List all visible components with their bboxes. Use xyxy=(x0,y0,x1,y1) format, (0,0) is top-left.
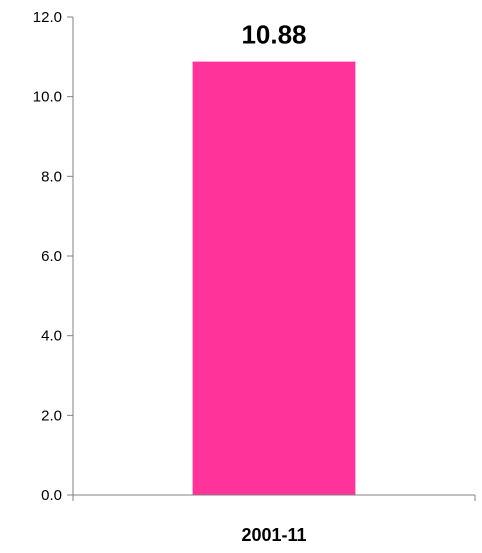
y-tick-label: 2.0 xyxy=(41,407,62,424)
y-tick-label: 0.0 xyxy=(41,487,62,504)
x-category-label: 2001-11 xyxy=(241,525,306,545)
y-tick-label: 4.0 xyxy=(41,328,62,345)
y-axis-ticks: 0.0 2.0 4.0 6.0 8.0 10.0 12.0 xyxy=(33,9,476,504)
bar xyxy=(192,61,356,495)
x-axis-labels: 2001-11 xyxy=(241,525,306,545)
y-tick-label: 12.0 xyxy=(33,9,62,26)
data-labels: 10.88 xyxy=(241,20,306,50)
y-tick-label: 6.0 xyxy=(41,248,62,265)
y-tick-label: 8.0 xyxy=(41,168,62,185)
bar-value-label: 10.88 xyxy=(241,20,306,50)
bars xyxy=(192,61,356,495)
y-tick-label: 10.0 xyxy=(33,89,62,106)
